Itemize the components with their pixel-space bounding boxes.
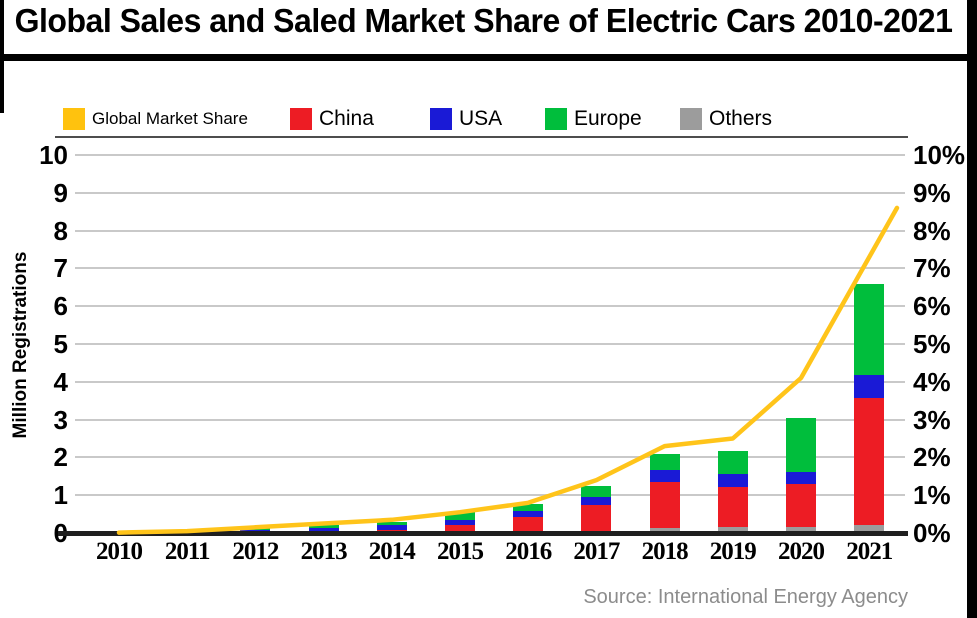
legend-label: Europe xyxy=(574,107,642,130)
x-label-2015: 2015 xyxy=(437,538,484,565)
frame-right-border xyxy=(967,0,977,618)
bar-segment-europe-2016 xyxy=(513,503,544,512)
bar-segment-usa-2014 xyxy=(376,525,407,530)
legend-item-others: Others xyxy=(680,106,772,132)
gridline xyxy=(75,191,905,194)
right-tick-label: 7% xyxy=(913,253,951,284)
bar-segment-china-2021 xyxy=(854,398,885,526)
gridline xyxy=(75,456,905,459)
x-label-2019: 2019 xyxy=(709,538,757,565)
bar-segment-usa-2020 xyxy=(786,472,816,484)
right-tick-label: 10% xyxy=(913,140,966,170)
bar-segment-china-2016 xyxy=(513,517,544,533)
bar-segment-europe-2013 xyxy=(308,525,339,529)
bar-segment-europe-2020 xyxy=(786,417,816,473)
legend-item-europe: Europe xyxy=(545,106,642,132)
left-tick-label: 3 xyxy=(53,404,68,435)
x-label-2012: 2012 xyxy=(232,538,279,565)
bar-segment-europe-2019 xyxy=(717,450,748,475)
x-label-2021: 2021 xyxy=(846,538,893,565)
left-tick-label: 2 xyxy=(53,442,68,473)
bar-segment-china-2017 xyxy=(581,505,612,532)
legend-label: Others xyxy=(709,107,773,130)
x-label-2016: 2016 xyxy=(505,538,552,565)
gridline xyxy=(75,154,905,156)
gridline xyxy=(75,494,905,497)
x-label-2011: 2011 xyxy=(164,538,211,565)
left-axis-title: Million Registrations xyxy=(10,251,31,439)
legend-swatch-icon xyxy=(290,108,312,130)
left-tick-label: 10 xyxy=(39,140,68,170)
gridline xyxy=(75,267,905,270)
legend-item-global-market-share: Global Market Share xyxy=(63,106,248,132)
legend-swatch-icon xyxy=(430,108,452,130)
bar-segment-usa-2016 xyxy=(513,511,544,518)
left-tick-label: 5 xyxy=(53,329,68,359)
bar-segment-usa-2021 xyxy=(854,375,885,399)
x-label-2018: 2018 xyxy=(641,538,689,565)
left-tick-label: 8 xyxy=(53,215,68,246)
bar-segment-usa-2019 xyxy=(717,474,748,488)
legend-label: China xyxy=(319,107,374,130)
right-tick-label: 1% xyxy=(913,480,951,511)
left-tick-label: 6 xyxy=(53,291,68,322)
bar-segment-europe-2021 xyxy=(854,283,885,376)
chart-title: Global Sales and Saled Market Share of E… xyxy=(14,2,953,39)
bar-segment-china-2019 xyxy=(717,487,748,528)
bar-segment-usa-2018 xyxy=(649,470,680,483)
right-tick-label: 8% xyxy=(913,215,951,246)
legend-swatch-icon xyxy=(680,108,702,130)
right-tick-label: 6% xyxy=(913,291,951,322)
right-tick-label: 0% xyxy=(913,518,951,548)
source-note: Source: International Energy Agency xyxy=(583,586,908,608)
gridline xyxy=(75,418,905,421)
legend-label: Global Market Share xyxy=(92,109,248,128)
right-tick-label: 2% xyxy=(913,442,951,473)
x-label-2020: 2020 xyxy=(778,538,825,565)
x-label-2017: 2017 xyxy=(573,538,620,565)
bar-segment-china-2020 xyxy=(786,483,816,528)
bar-segment-europe-2014 xyxy=(376,521,407,526)
bar-segment-europe-2012 xyxy=(240,528,271,530)
gridline xyxy=(75,380,905,383)
right-tick-label: 3% xyxy=(913,404,951,435)
x-axis-line xyxy=(58,531,908,536)
legend-swatch-icon xyxy=(545,108,567,130)
legend-item-china: China xyxy=(290,106,374,132)
left-tick-label: 4 xyxy=(53,366,68,397)
x-label-2014: 2014 xyxy=(368,538,416,565)
bar-segment-europe-2017 xyxy=(581,485,612,498)
gridline xyxy=(75,343,905,345)
legend-swatch-icon xyxy=(63,108,85,130)
gridline xyxy=(75,229,905,232)
right-tick-label: 5% xyxy=(913,329,951,359)
legend-underline xyxy=(55,136,908,138)
right-tick-label: 4% xyxy=(913,366,951,397)
x-label-2013: 2013 xyxy=(300,538,348,565)
bar-segment-europe-2015 xyxy=(445,512,475,520)
legend-label: USA xyxy=(459,107,503,130)
right-tick-label: 9% xyxy=(913,177,951,208)
x-label-2010: 2010 xyxy=(96,538,143,565)
left-tick-label: 1 xyxy=(53,480,68,511)
frame-left-border xyxy=(0,0,4,113)
gridline xyxy=(75,305,905,308)
left-tick-label: 9 xyxy=(53,177,68,208)
title-rule xyxy=(0,54,977,61)
left-tick-label: 7 xyxy=(53,253,68,284)
bar-segment-usa-2015 xyxy=(445,519,475,525)
bar-segment-europe-2018 xyxy=(649,453,680,471)
legend-item-usa: USA xyxy=(430,106,502,132)
bar-segment-usa-2017 xyxy=(581,497,612,506)
bar-segment-china-2018 xyxy=(649,482,680,529)
